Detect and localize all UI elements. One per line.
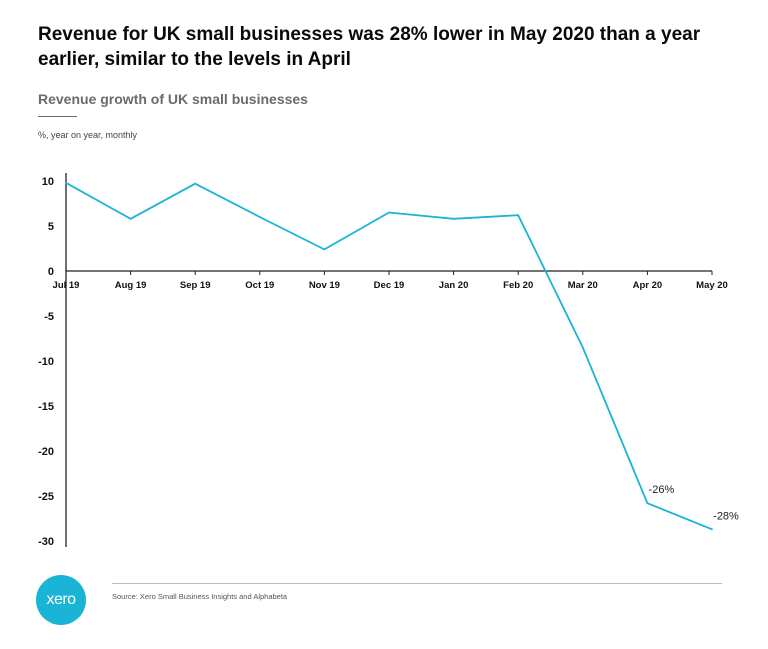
x-tick-label: Jul 19: [53, 280, 80, 291]
data-point: [711, 528, 713, 531]
y-tick-label: -30: [38, 536, 54, 548]
data-point: [452, 217, 455, 220]
data-point: [65, 181, 67, 184]
x-tick-label: Oct 19: [245, 280, 274, 291]
subtitle-divider: [38, 116, 77, 117]
annotations: -26% -28%: [649, 484, 739, 522]
line-chart: 10 5 0 -5 -10 -15 -20 -25 -30 Jul 19 Aug 19 Sep 19…: [38, 173, 739, 548]
data-point: [581, 346, 584, 349]
x-tick-label: Sep 19: [180, 280, 211, 291]
x-tick-label: Feb 20: [503, 280, 533, 291]
chart-headline: Revenue for UK small businesses was 28% …: [38, 24, 701, 70]
x-tick-label: Apr 20: [633, 280, 663, 291]
x-tick-label: Dec 19: [374, 280, 405, 291]
y-tick-label: 10: [42, 176, 54, 188]
y-tick-label: 5: [48, 221, 54, 233]
x-tick-label: May 20: [696, 280, 728, 291]
x-tick-label: Mar 20: [568, 280, 598, 291]
series-group: [65, 181, 713, 531]
x-tick-label: Aug 19: [115, 280, 147, 291]
footer-divider: [112, 583, 722, 584]
y-axis: 10 5 0 -5 -10 -15 -20 -25 -30: [38, 173, 67, 548]
data-point: [388, 211, 390, 214]
data-point: [517, 214, 520, 217]
chart-subtitle: Revenue growth of UK small businesses: [38, 91, 308, 107]
xero-logo: xero: [36, 575, 86, 625]
data-label: -26%: [649, 484, 675, 496]
y-tick-label: -15: [38, 401, 54, 413]
series-line: [65, 182, 713, 531]
x-axis: Jul 19 Aug 19 Sep 19 Oct 19 Nov 19 Dec 19 Jan …: [53, 270, 728, 291]
y-tick-label: -25: [38, 491, 54, 503]
data-point: [323, 248, 326, 251]
data-label: -28%: [713, 510, 739, 522]
y-tick-label: -10: [38, 356, 54, 368]
source-note: Source: Xero Small Business Insights and…: [112, 592, 288, 601]
data-point: [258, 216, 261, 218]
data-point: [129, 217, 132, 220]
y-tick-label: -20: [38, 446, 54, 458]
x-tick-label: Nov 19: [309, 280, 340, 291]
data-point: [194, 182, 197, 185]
y-tick-label: -5: [44, 311, 54, 323]
x-tick-label: Jan 20: [439, 280, 469, 291]
units-note: %, year on year, monthly: [38, 130, 138, 140]
y-tick-label: 0: [48, 266, 54, 278]
data-point: [646, 502, 649, 505]
